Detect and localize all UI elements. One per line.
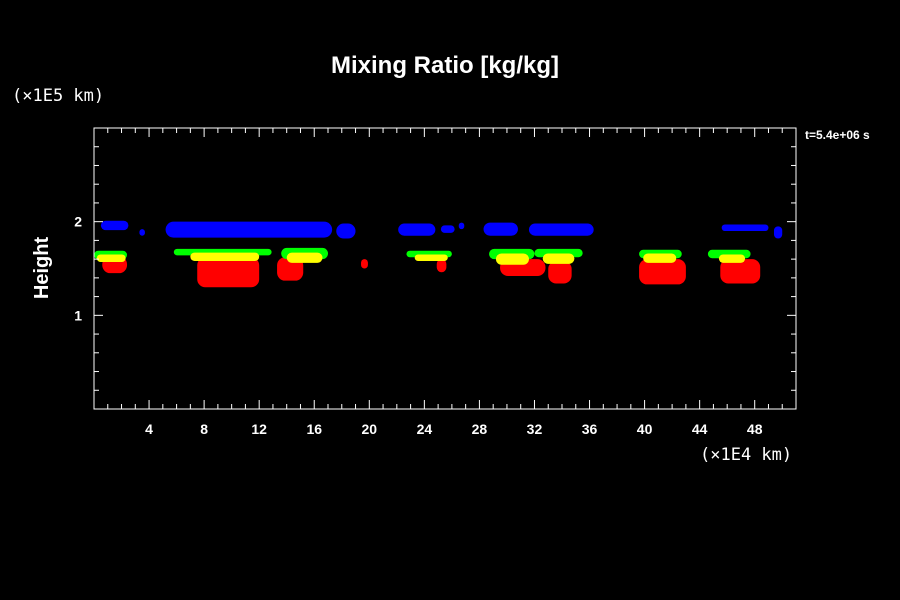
y-unit-label: (×1E5 km)	[12, 86, 104, 106]
field-blob-blue-9	[721, 224, 769, 232]
field-blob-red-23	[436, 259, 447, 273]
field-blob-blue-10	[773, 226, 783, 239]
x-tick-label-4: 4	[145, 421, 153, 437]
x-tick-label-48: 48	[747, 421, 763, 437]
y-tick-label-1: 1	[74, 307, 82, 323]
field-blob-yellow-19	[286, 252, 323, 263]
field-blob-yellow-25	[495, 253, 529, 265]
field-blob-red-14	[197, 257, 260, 288]
field-blob-blue-1	[139, 229, 145, 236]
field-blob-red-30	[639, 259, 686, 285]
field-blob-red-33	[720, 259, 761, 284]
x-tick-label-36: 36	[582, 421, 598, 437]
field-blob-red-29	[548, 261, 572, 284]
data-layer	[94, 220, 783, 288]
x-tick-label-44: 44	[692, 421, 708, 437]
field-blob-yellow-32	[643, 253, 677, 263]
x-tick-label-24: 24	[417, 421, 433, 437]
field-blob-yellow-13	[96, 254, 126, 262]
field-blob-blue-0	[100, 220, 129, 231]
x-tick-label-16: 16	[306, 421, 322, 437]
x-tick-label-8: 8	[200, 421, 208, 437]
field-blob-red-17	[277, 257, 304, 281]
x-tick-label-12: 12	[251, 421, 267, 437]
field-blob-blue-7	[483, 222, 518, 236]
field-blob-yellow-27	[542, 253, 575, 264]
field-blob-blue-2	[165, 221, 333, 238]
field-blob-blue-3	[336, 223, 356, 239]
field-blob-blue-6	[458, 222, 465, 230]
time-label: t=5.4e+06 s	[805, 128, 870, 142]
x-tick-label-28: 28	[472, 421, 488, 437]
field-blob-yellow-16	[190, 252, 260, 262]
field-blob-yellow-35	[718, 254, 746, 263]
field-blob-blue-5	[440, 225, 455, 233]
field-blob-blue-4	[398, 223, 436, 236]
chart-title: Mixing Ratio [kg/kg]	[331, 52, 559, 79]
x-tick-label-20: 20	[362, 421, 378, 437]
field-blob-yellow-22	[414, 254, 448, 262]
y-axis-label: Height	[31, 237, 53, 300]
x-tick-label-32: 32	[527, 421, 543, 437]
plot-frame	[93, 127, 797, 410]
x-tick-label-40: 40	[637, 421, 653, 437]
field-blob-red-20	[361, 259, 368, 269]
field-blob-blue-8	[528, 223, 594, 236]
y-tick-label-2: 2	[74, 214, 82, 230]
x-unit-label: (×1E4 km)	[700, 445, 792, 465]
